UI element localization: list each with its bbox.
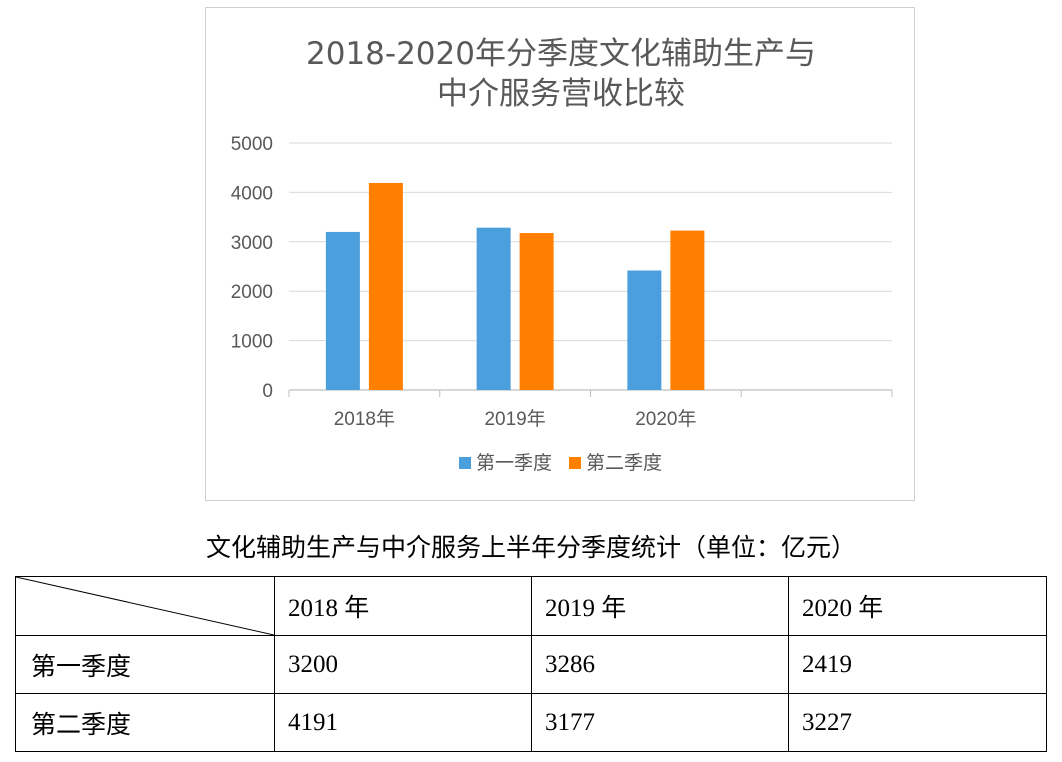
bar <box>476 227 511 390</box>
table-row-label: 第二季度 <box>15 693 275 752</box>
y-tick-label: 3000 <box>231 233 273 254</box>
legend-swatch <box>569 457 581 469</box>
table-header-2019: 2019 年 <box>531 576 789 636</box>
y-tick-label: 2000 <box>231 282 273 303</box>
table-row: 第一季度 3200 3286 2419 <box>15 635 1047 694</box>
y-tick-label: 4000 <box>231 183 273 204</box>
table-header-row: 2018 年 2019 年 2020 年 <box>15 576 1047 636</box>
table-row: 第二季度 4191 3177 3227 <box>15 693 1047 752</box>
table-header-2020: 2020 年 <box>788 576 1047 636</box>
chart-title-line-1: 2018-2020年分季度文化辅助生产与 <box>306 36 816 72</box>
table-cell: 3200 <box>274 635 532 694</box>
bar <box>519 233 554 390</box>
x-tick-label: 2019年 <box>484 408 545 430</box>
y-tick-label: 5000 <box>231 134 273 155</box>
stats-table: 2018 年 2019 年 2020 年 第一季度 3200 3286 2419… <box>15 576 1047 752</box>
table-cell: 4191 <box>274 693 532 752</box>
bar <box>368 182 403 390</box>
bar <box>670 230 705 390</box>
table-corner-cell <box>15 576 275 636</box>
bar <box>325 231 360 390</box>
table-cell: 3177 <box>531 693 789 752</box>
y-tick-label: 1000 <box>231 332 273 353</box>
table-row-label: 第一季度 <box>15 635 275 694</box>
legend-label: 第二季度 <box>586 452 662 474</box>
table-caption: 文化辅助生产与中介服务上半年分季度统计（单位：亿元） <box>205 533 856 562</box>
table-cell: 3286 <box>531 635 789 694</box>
chart-title-line-2: 中介服务营收比较 <box>437 76 685 112</box>
legend-swatch <box>459 457 471 469</box>
bar-chart: 0 1000 2000 3000 4000 5000 2018年 2019年 2020年第一季度… <box>231 134 893 474</box>
table-cell: 3227 <box>788 693 1047 752</box>
x-tick-label: 2018年 <box>334 408 395 430</box>
bar <box>627 270 662 390</box>
y-tick-label: 0 <box>262 381 273 402</box>
legend-label: 第一季度 <box>476 452 552 474</box>
chart-frame: 2018-2020年分季度文化辅助生产与 中介服务营收比较 0 1000 2000 3… <box>205 7 915 501</box>
table-header-2018: 2018 年 <box>274 576 532 636</box>
table-cell: 2419 <box>788 635 1047 694</box>
x-tick-label: 2020年 <box>635 408 696 430</box>
diagonal-line <box>16 577 274 635</box>
